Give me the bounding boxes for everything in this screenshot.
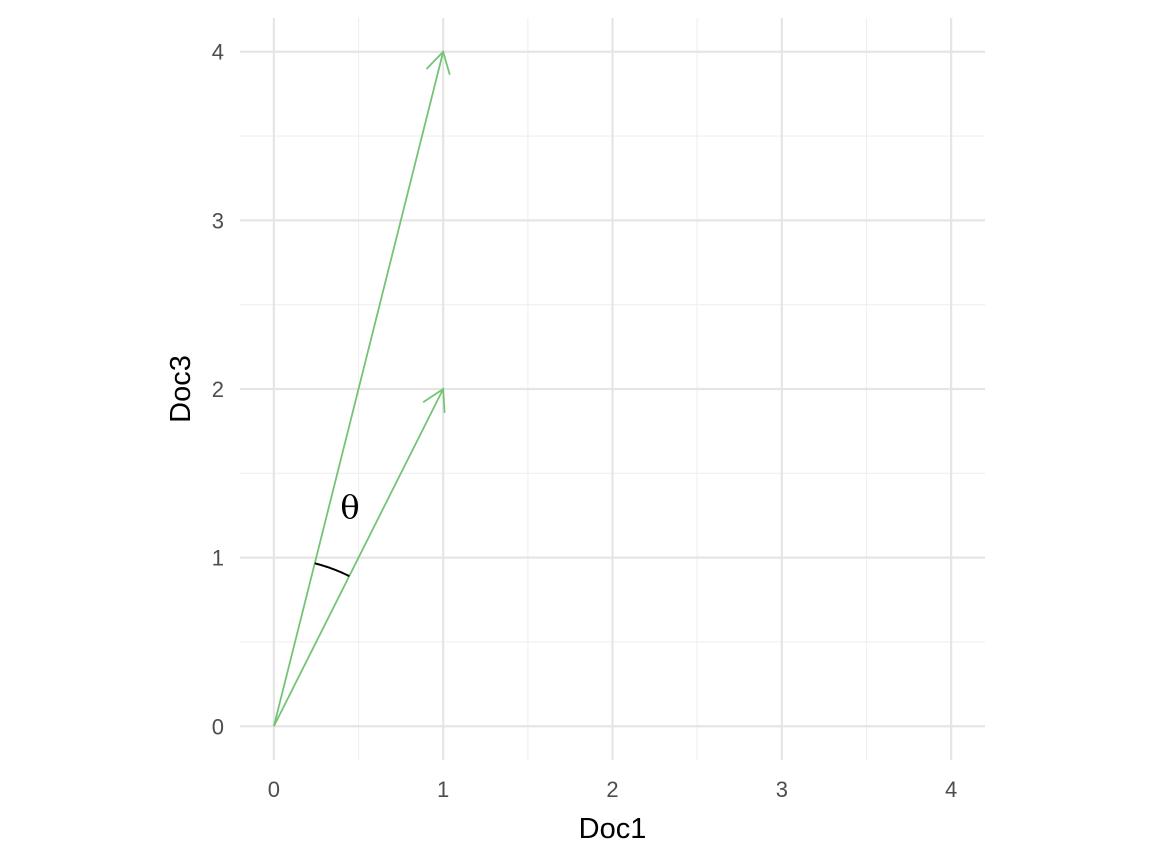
angle-label-theta: θ xyxy=(340,488,359,526)
x-tick-label: 3 xyxy=(776,777,788,802)
vector-line xyxy=(273,388,444,727)
y-tick-label: 2 xyxy=(212,377,224,402)
y-tick-label: 1 xyxy=(212,546,224,571)
vector-arrowhead xyxy=(422,387,446,414)
vector-line xyxy=(272,51,445,727)
x-tick-label: 1 xyxy=(437,777,449,802)
annotations: θ xyxy=(314,488,360,578)
vectors xyxy=(272,49,451,727)
grid xyxy=(240,18,985,760)
x-axis-title: Doc1 xyxy=(579,813,647,845)
vector-arrowhead xyxy=(425,49,451,76)
y-tick-label: 0 xyxy=(212,714,224,739)
y-axis-title: Doc3 xyxy=(165,355,197,423)
y-tick-label: 4 xyxy=(212,40,224,65)
x-tick-label: 0 xyxy=(268,777,280,802)
angle-arc xyxy=(314,562,350,578)
tick-labels: 0 1 2 3 4 0 1 2 3 4 xyxy=(212,40,958,802)
y-tick-label: 3 xyxy=(212,208,224,233)
x-tick-label: 2 xyxy=(606,777,618,802)
x-tick-label: 4 xyxy=(945,777,957,802)
